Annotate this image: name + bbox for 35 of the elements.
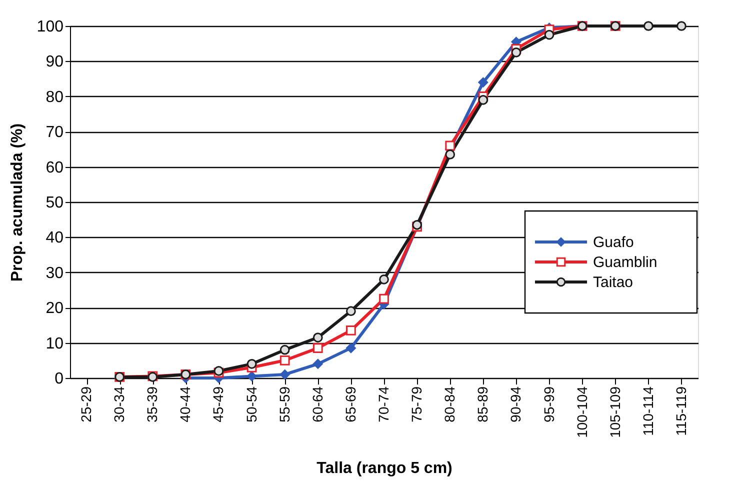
x-tick-label: 95-99	[540, 386, 557, 422]
y-tick-label: 0	[54, 370, 64, 388]
x-tick-label: 70-74	[376, 386, 392, 422]
y-tick-label: 60	[46, 159, 64, 176]
x-tick-label: 50-54	[243, 386, 260, 422]
y-tick-label: 50	[46, 194, 64, 212]
x-tick-label: 65-69	[342, 386, 358, 422]
y-tick-label: 40	[46, 230, 64, 247]
y-tick-label: 20	[46, 300, 64, 318]
x-tick-label: 110-114	[640, 386, 656, 436]
x-tick-label: 80-84	[442, 386, 458, 422]
y-tick-label: 30	[46, 264, 64, 282]
x-tick-label: 60-64	[309, 386, 326, 422]
x-tick-label: 85-89	[474, 386, 491, 422]
x-tick-label: 90-94	[508, 386, 524, 422]
legend-label: Taitao	[593, 274, 634, 291]
y-tick-label: 10	[46, 335, 64, 352]
y-axis-title: Prop. acumulada (%)	[8, 123, 26, 282]
y-tick-label: 70	[46, 124, 64, 142]
legend-label: Guamblin	[593, 254, 658, 271]
x-axis-title: Talla (rango 5 cm)	[316, 460, 452, 477]
legend-label: Guafo	[593, 234, 634, 251]
x-tick-label: 45-49	[210, 386, 226, 422]
y-tick-label: 100	[36, 18, 64, 36]
y-tick-label: 80	[46, 88, 64, 106]
x-tick-label: 30-34	[111, 386, 128, 422]
x-tick-label: 100-104	[574, 386, 590, 438]
x-tick-label: 105-109	[606, 386, 623, 438]
x-tick-label: 25-29	[78, 386, 94, 422]
y-tick-label: 90	[46, 54, 64, 71]
x-tick-label: 40-44	[177, 386, 194, 422]
x-tick-label: 115-119	[672, 386, 689, 436]
x-tick-label: 55-59	[276, 386, 292, 422]
x-tick-label: 75-79	[408, 386, 425, 422]
x-tick-label: 35-39	[144, 386, 160, 422]
